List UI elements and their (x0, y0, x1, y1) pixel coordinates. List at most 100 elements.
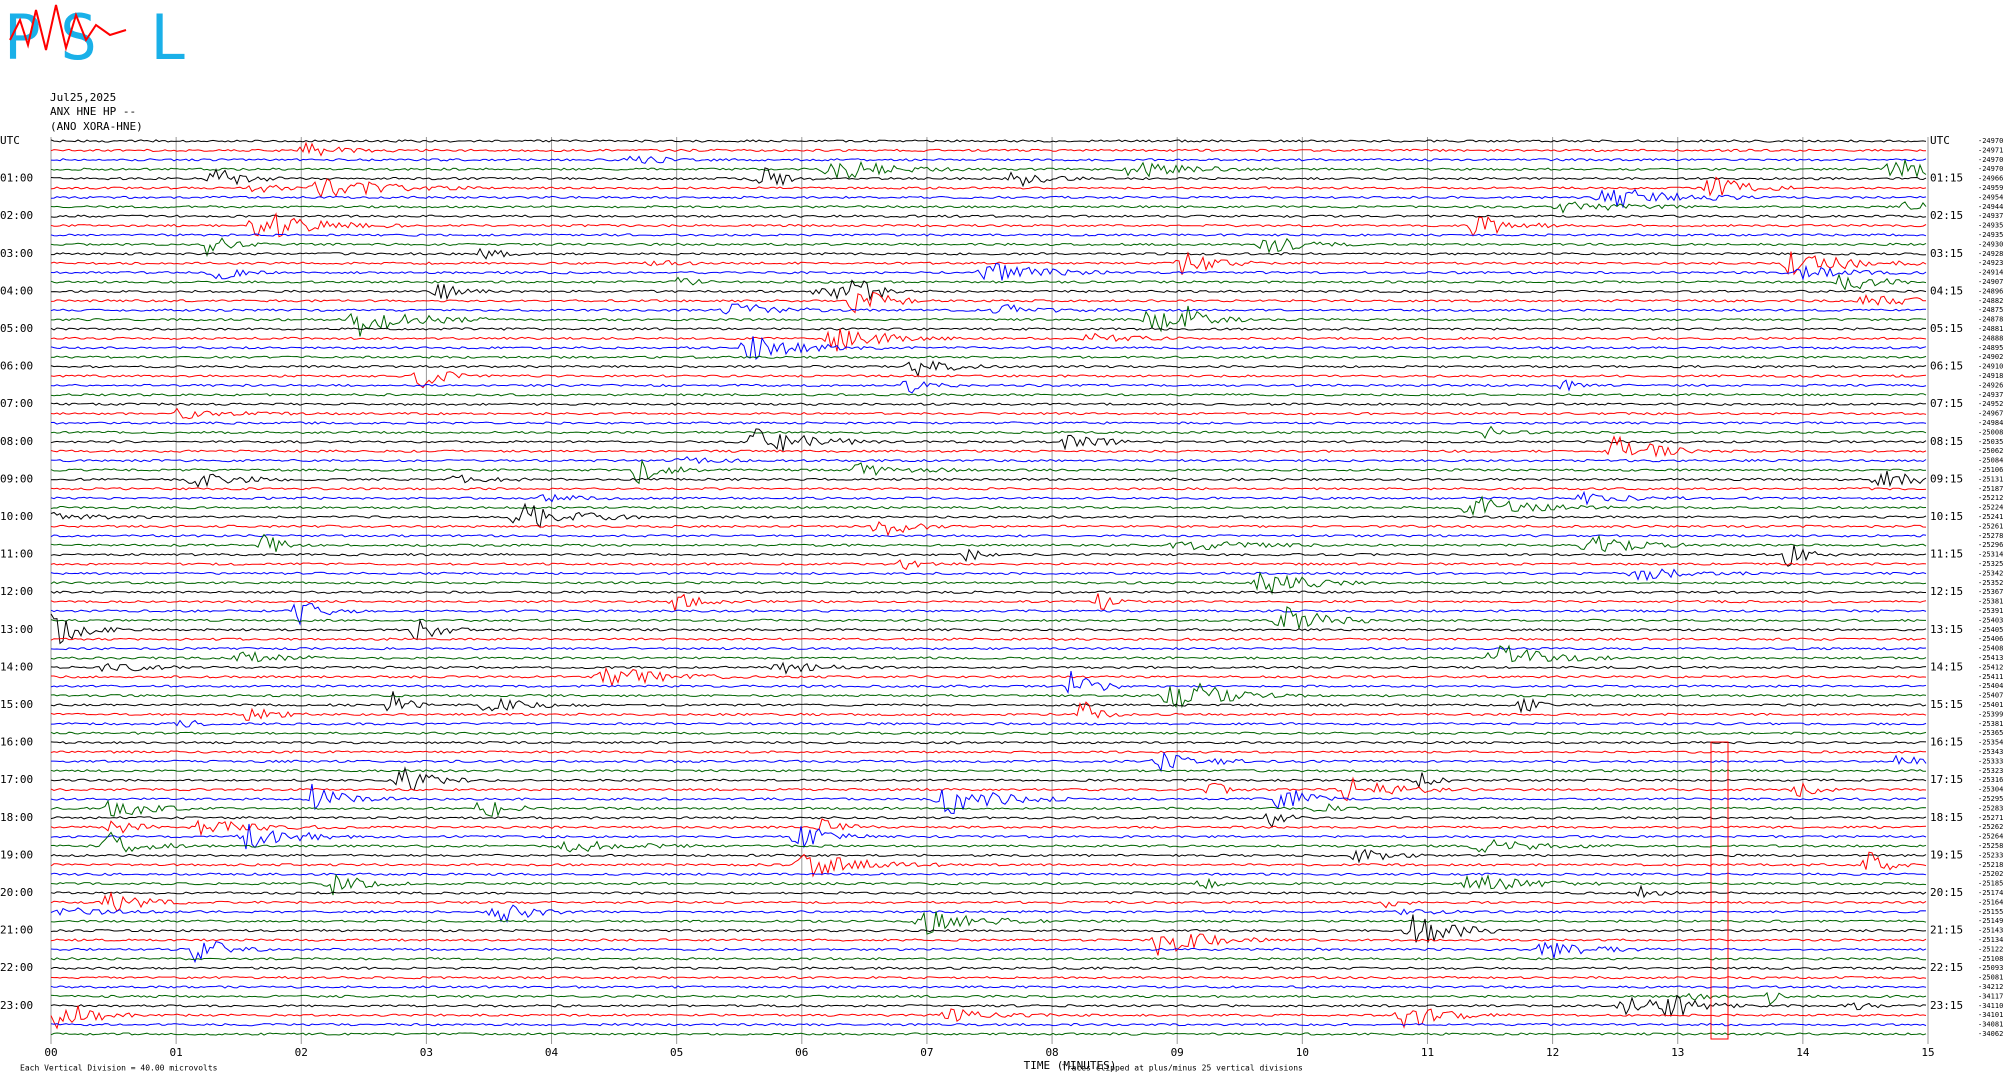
hour-label-right: 09:15 (1930, 472, 1963, 485)
row-value: -25401 (1978, 701, 2003, 709)
row-value: -25264 (1978, 833, 2003, 841)
hour-label: 11:00 (0, 548, 33, 561)
logo-wave (9, 4, 127, 52)
trace (50, 873, 1927, 896)
hour-label-right: 08:15 (1930, 435, 1963, 448)
division-note: Each Vertical Division = 40.00 microvolt… (20, 1064, 218, 1073)
trace (50, 487, 1927, 491)
trace (50, 671, 1927, 694)
hour-label: 05:00 (0, 322, 33, 335)
trace (50, 750, 1926, 754)
traces (50, 139, 1927, 1036)
network: (ANO XORA-HNE) (50, 120, 143, 133)
trace (50, 613, 1927, 645)
trace (50, 590, 1926, 594)
trace (50, 379, 1927, 394)
trace (50, 933, 1927, 956)
hour-label: 23:00 (0, 999, 33, 1012)
hour-label: 03:00 (0, 247, 33, 260)
trace (50, 214, 1927, 218)
hour-label-right: UTC (1930, 134, 1950, 147)
hour-label: 06:00 (0, 360, 33, 373)
row-value: -25325 (1978, 560, 2003, 568)
row-value: -25295 (1978, 795, 2003, 803)
labels: 00 01 02 03 04 05 06 07 08 09 10 11 12 13 14 15 UTC UTC 01… (0, 134, 2003, 1059)
trace (50, 402, 1927, 406)
row-value: -34101 (1978, 1011, 2003, 1019)
row-value: -25405 (1978, 626, 2003, 634)
row-value: -25342 (1978, 569, 2003, 577)
row-value: -25316 (1978, 776, 2003, 784)
hour-label: 14:00 (0, 660, 33, 673)
trace (50, 559, 1927, 571)
trace (51, 247, 1927, 260)
hour-label: 10:00 (0, 510, 33, 523)
trace (50, 776, 1927, 802)
row-value: -24896 (1978, 287, 2003, 295)
trace (50, 646, 1927, 651)
hour-label-right: 13:15 (1930, 623, 1963, 636)
trace (50, 520, 1927, 537)
trace (50, 212, 1927, 238)
row-value: -25084 (1978, 457, 2003, 465)
trace (50, 327, 1927, 331)
hour-label: 08:00 (0, 435, 33, 448)
row-value: -24881 (1978, 325, 2003, 333)
hour-label-right: 06:15 (1930, 360, 1963, 373)
row-value: -25233 (1978, 851, 2003, 859)
row-value: -25403 (1978, 616, 2003, 624)
row-value: -24970 (1978, 156, 2003, 164)
row-value: -25411 (1978, 673, 2003, 681)
hour-label: 21:00 (0, 924, 33, 937)
x-tick-label: 15 (1921, 1046, 1934, 1059)
row-value: -25008 (1978, 428, 2003, 436)
trace (50, 593, 1927, 611)
x-tick-label: 12 (1546, 1046, 1559, 1059)
logo-letter: S (60, 1, 97, 74)
row-value: -24970 (1978, 165, 2003, 173)
trace (50, 637, 1927, 641)
x-tick-label: 09 (1171, 1046, 1184, 1059)
row-value: -25271 (1978, 814, 2003, 822)
row-value: -25262 (1978, 823, 2003, 831)
trace (50, 606, 1926, 629)
trace (50, 303, 1927, 315)
row-value: -25185 (1978, 880, 2003, 888)
row-value: -25283 (1978, 804, 2003, 812)
clip-note: Traces clipped at plus/minus 25 vertical… (1062, 1064, 1303, 1073)
x-tick-label: 11 (1421, 1046, 1434, 1059)
hour-label-right: 17:15 (1930, 773, 1963, 786)
trace (51, 666, 1927, 688)
row-value: -25381 (1978, 598, 2003, 606)
row-value: -25343 (1978, 748, 2003, 756)
trace (50, 470, 1927, 488)
hour-label: 22:00 (0, 961, 33, 974)
hour-label-right: 18:15 (1930, 811, 1963, 824)
trace (50, 456, 1927, 465)
hour-label-right: 19:15 (1930, 848, 1963, 861)
trace (50, 740, 1927, 745)
row-value: -25093 (1978, 964, 2003, 972)
x-tick-label: 00 (44, 1046, 57, 1059)
trace (50, 262, 1927, 281)
row-value: -25155 (1978, 908, 2003, 916)
trace (50, 571, 1927, 596)
hour-label-right: 01:15 (1930, 172, 1963, 185)
trace (50, 1022, 1927, 1027)
row-value: -25187 (1978, 485, 2003, 493)
hour-label-right: 14:15 (1930, 660, 1963, 673)
row-value: -25352 (1978, 579, 2003, 587)
row-value: -25224 (1978, 504, 2003, 512)
trace (50, 155, 1927, 164)
row-value: -25106 (1978, 466, 2003, 474)
row-value: -25202 (1978, 870, 2003, 878)
hour-label: 07:00 (0, 397, 33, 410)
trace (50, 891, 1927, 913)
trace (50, 360, 1927, 378)
trace (50, 159, 1927, 180)
row-value: -34117 (1978, 992, 2003, 1000)
trace (50, 534, 1927, 538)
row-value: -25408 (1978, 645, 2003, 653)
trace (50, 985, 1927, 989)
trace (50, 682, 1927, 709)
